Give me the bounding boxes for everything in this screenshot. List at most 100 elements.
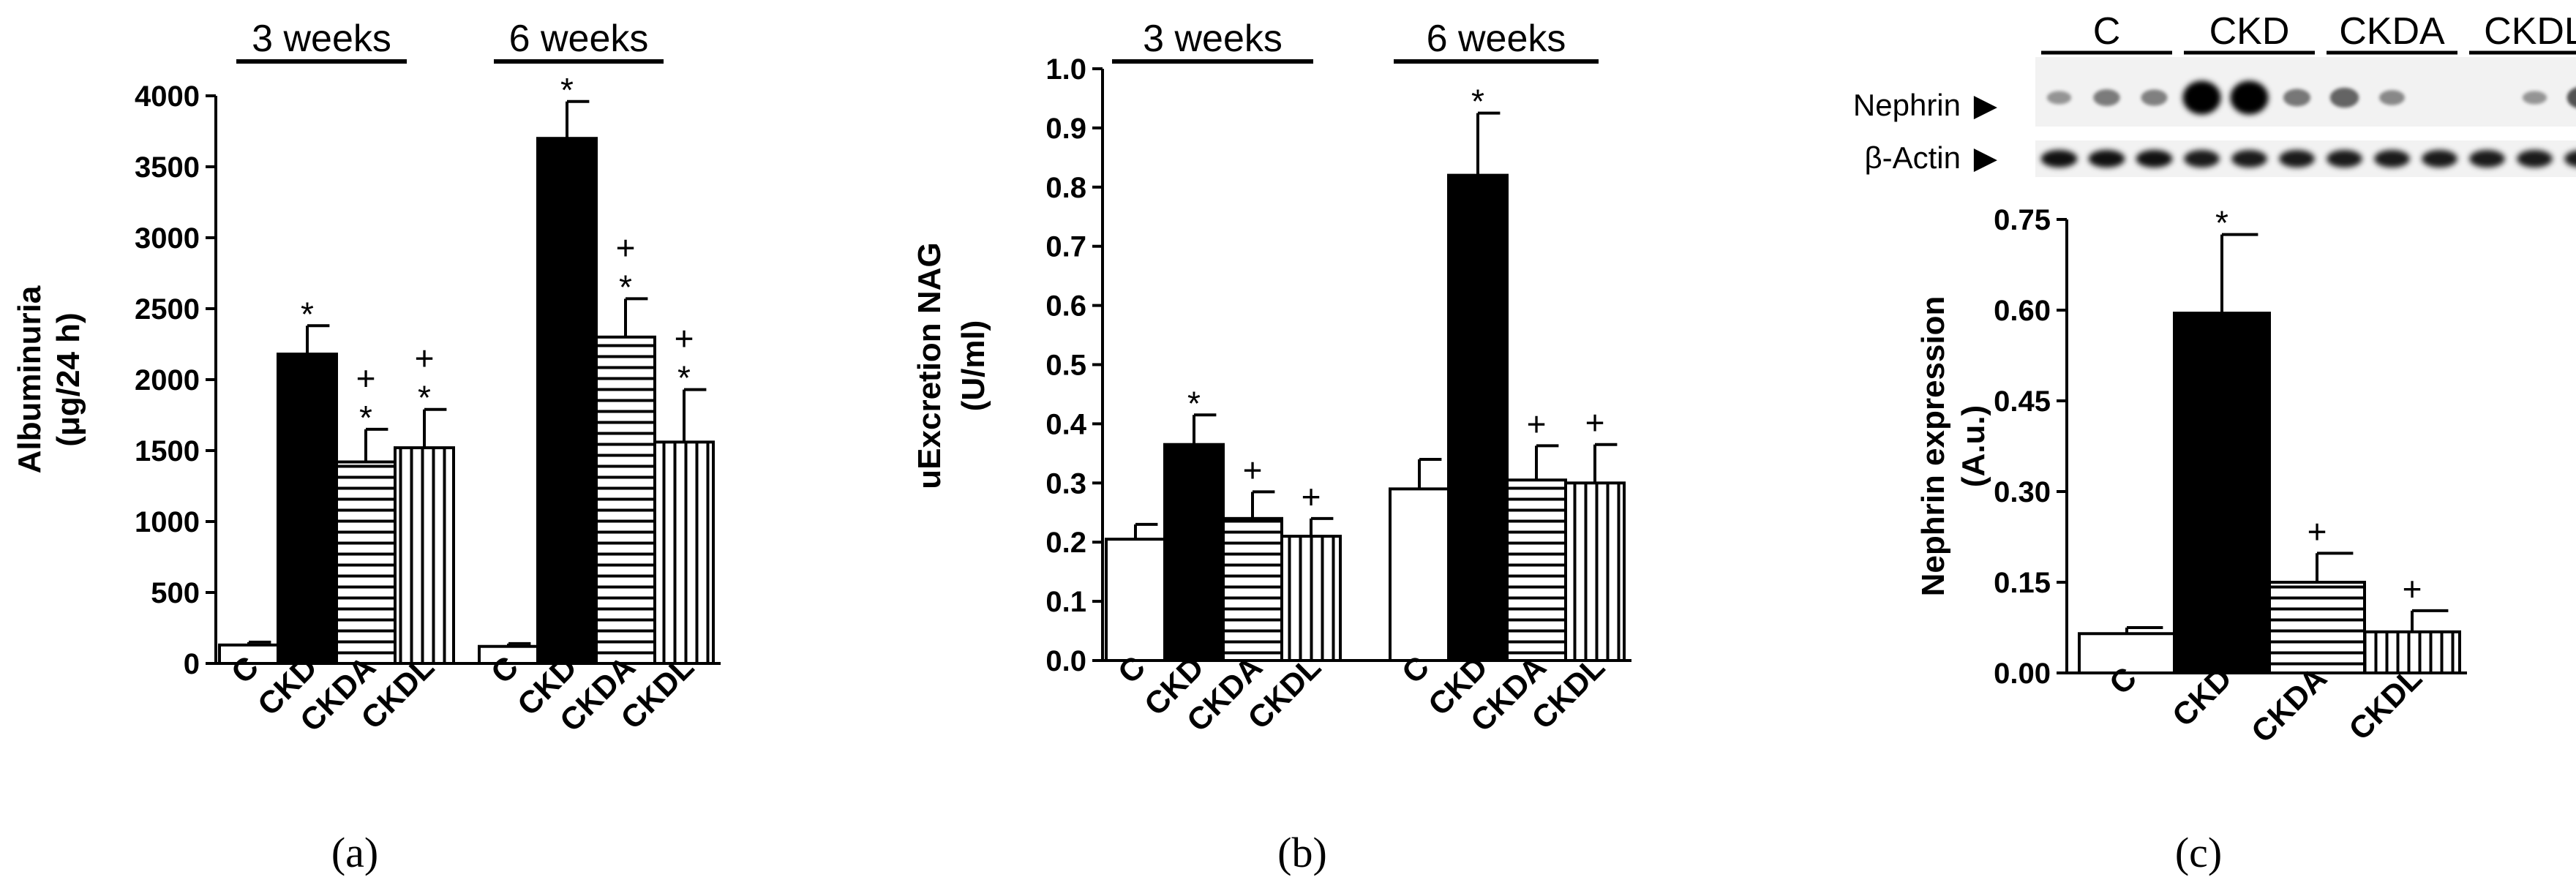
y-tick-label: 0.15 [1994,567,2051,599]
y-tick-label: 2500 [135,293,200,326]
panel-c-nephrin-chart: 0.00 0.15 0.30 0.45 0.60 0.75 Nephrin expressi… [1915,204,2467,750]
y-axis-unit: (U/ml) [955,320,991,412]
y-tick-label: 0.6 [1045,290,1086,323]
blot-band [2564,150,2576,168]
blot-lane-label: C [2093,10,2121,53]
significance-asterisk: * [677,359,691,397]
y-axis-unit: (A.u.) [1956,405,1991,487]
significance-plus: + [675,320,694,358]
panel-a-albuminuria-chart: 0 500 1000 1500 2000 2500 3000 3500 4000 Albuminu… [12,18,721,739]
y-tick-label: 1000 [135,506,200,538]
significance-asterisk: * [1187,384,1201,422]
blot-band [2141,89,2168,106]
bar-ckda [335,460,397,666]
blot-band [2093,89,2120,106]
western-blot: C CKD CKDA CKDL Nephrin ▶ β-Actin ▶ [1853,10,2576,177]
bar-ckd [277,353,338,665]
y-tick-label: 0.00 [1994,658,2051,690]
blot-band [2231,150,2267,168]
significance-plus: + [1585,404,1605,442]
blot-band [2422,150,2457,168]
group-label: 3 weeks [252,18,391,60]
bar-ckd [536,137,598,665]
significance-plus: + [415,339,435,377]
bar-c [2078,632,2176,674]
bar-ckdl [2363,630,2461,675]
significance-plus: + [1302,478,1321,516]
blot-lane-label: CKD [2209,10,2290,53]
y-axis-label: uExcretion NAG [912,242,947,489]
y-tick-label: 0.8 [1045,172,1086,204]
blot-band [2327,150,2362,168]
significance-asterisk: * [418,379,431,417]
bar-ckda [2268,581,2366,674]
blot-band [2046,91,2072,105]
y-axis-label: Nephrin expression [1915,296,1951,597]
bar-c [1389,487,1450,663]
significance-plus: + [2307,512,2327,550]
y-tick-label: 2000 [135,364,200,396]
bar-ckdl [1280,535,1342,662]
y-tick-label: 0.5 [1045,350,1086,382]
blot-row-arrow-icon: ▶ [1974,88,1998,122]
blot-band [2279,150,2315,168]
blot-band [2379,90,2405,105]
group-label: 6 weeks [1427,18,1566,60]
blot-band [2184,150,2220,168]
y-tick-label: 1.0 [1045,53,1086,86]
y-axis-label: Albuminuria [12,285,48,473]
blot-band [2136,150,2173,168]
y-tick-label: 1500 [135,435,200,467]
bar-ckda [1506,478,1567,662]
blot-band [2040,150,2078,168]
panel-label-c: (c) [2175,829,2222,876]
blot-band [2566,87,2576,108]
significance-asterisk: * [619,268,632,306]
bar-ckd [1163,443,1225,663]
y-tick-label: 0.75 [1994,204,2051,236]
y-tick-label: 4000 [135,80,200,113]
significance-plus: + [1243,451,1263,489]
bar-ckdl [653,440,715,665]
blot-band [2517,150,2553,168]
group-label: 3 weeks [1143,18,1283,60]
y-tick-label: 0.2 [1045,527,1086,559]
bar-ckda [1222,516,1283,663]
y-tick-label: 500 [151,577,200,609]
significance-asterisk: * [2215,204,2228,242]
y-tick-label: 0.9 [1045,113,1086,145]
blot-row-label: Nephrin [1853,88,1961,122]
significance-asterisk: * [359,399,372,437]
y-tick-label: 3000 [135,222,200,255]
significance-asterisk: * [560,71,574,109]
blot-lane-label: CKDL [2484,10,2576,53]
bar-ckda [595,335,656,665]
y-tick-label: 0.3 [1045,467,1086,500]
blot-band [2374,150,2410,168]
y-tick-label: 0.1 [1045,586,1086,618]
y-tick-label: 0.0 [1045,645,1086,677]
blot-band [2230,80,2269,115]
significance-asterisk: * [1471,83,1484,121]
blot-band [2182,80,2221,115]
y-axis-unit: (μg/24 h) [50,312,86,446]
blot-band [2329,87,2359,108]
bar-ckd [2173,312,2271,674]
blot-band [2283,89,2311,107]
blot-row-label: β-Actin [1864,140,1961,175]
blot-lane-label: CKDA [2339,10,2445,53]
y-tick-label: 0.4 [1045,408,1086,440]
panel-label-a: (a) [331,829,378,876]
blot-band [2088,150,2125,168]
significance-plus: + [2403,570,2422,608]
group-label: 6 weeks [509,18,649,60]
y-tick-label: 0.60 [1994,295,2051,327]
significance-plus: + [356,359,376,397]
y-tick-label: 0.45 [1994,385,2051,418]
bar-ckdl [1564,481,1626,662]
y-tick-label: 0 [184,648,200,680]
blot-band [2522,91,2547,105]
y-tick-label: 3500 [135,151,200,184]
blot-band [2469,150,2505,168]
